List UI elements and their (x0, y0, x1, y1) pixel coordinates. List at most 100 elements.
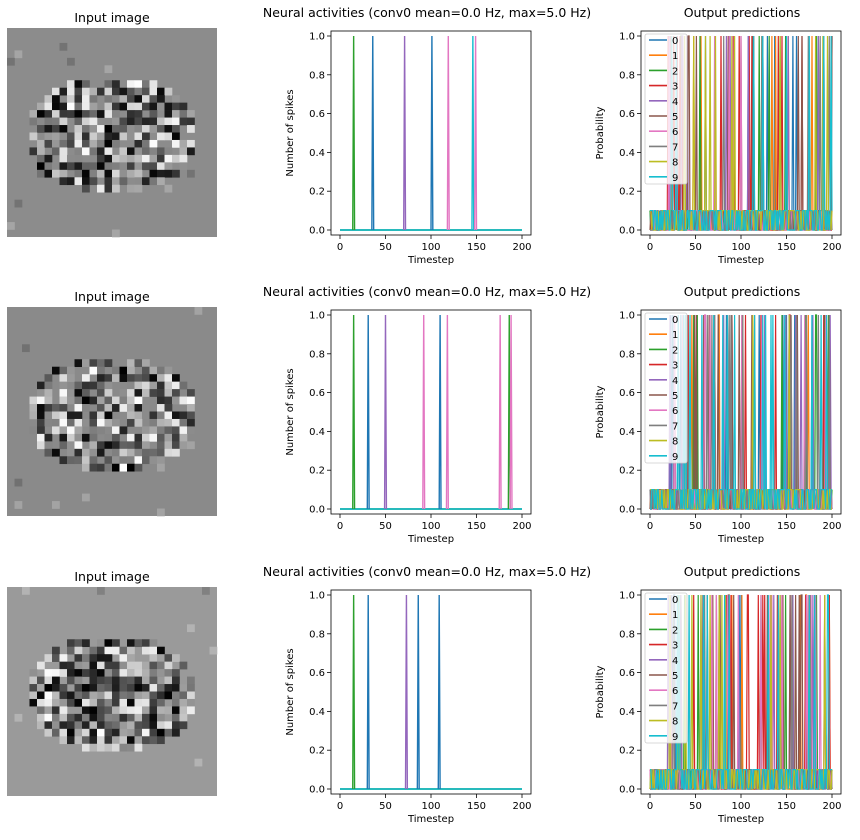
input-image-pixel (97, 374, 105, 382)
input-image-pixel (134, 132, 143, 141)
input-image-pixel (82, 698, 90, 707)
input-image-pixel (89, 676, 98, 685)
input-image-pixel (29, 117, 38, 126)
input-image-pixel (179, 706, 188, 715)
input-image-pixel (52, 706, 60, 715)
input-image-pixel (157, 102, 165, 111)
input-image-pixel (202, 587, 210, 595)
input-image-pixel (164, 381, 173, 390)
input-image-pixel (22, 587, 30, 595)
input-image-pixel (59, 426, 68, 435)
input-image-pixel (157, 698, 165, 707)
input-image-pixel (37, 661, 45, 670)
input-image-pixel (142, 646, 150, 655)
input-image-pixel (127, 381, 135, 390)
input-image-pixel (59, 117, 68, 126)
input-image-pixel (89, 661, 98, 670)
input-image-pixel (142, 426, 150, 435)
input-image-pixel (82, 404, 90, 412)
input-image-pixel (112, 132, 120, 141)
input-image-pixel (67, 456, 75, 465)
input-image-pixel (97, 713, 105, 722)
input-image-pixel (104, 125, 113, 133)
input-image-pixel (149, 698, 158, 707)
input-image-pixel (44, 691, 53, 700)
input-image-pixel (157, 147, 165, 156)
prediction-xtick-label: 0 (647, 242, 653, 253)
input-image-pixel (74, 676, 83, 685)
prediction-ytick-label: 0.8 (619, 70, 635, 81)
input-image-pixel (172, 426, 180, 435)
input-image-pixel (59, 87, 68, 96)
activity-xtick-label: 50 (379, 521, 392, 532)
input-image-pixel (179, 139, 188, 148)
input-image-pixel (179, 713, 188, 722)
input-image-pixel (172, 669, 180, 677)
input-image-pixel (127, 669, 135, 677)
input-image-pixel (104, 646, 113, 655)
prediction-ytick-label: 0.2 (619, 466, 635, 477)
input-image-pixel (119, 669, 128, 677)
input-image-pixel (59, 139, 68, 148)
input-image-pixel (172, 374, 180, 382)
input-image-pixel (127, 456, 135, 465)
activity-xtick-label: 100 (421, 521, 440, 532)
input-image-pixel (112, 706, 120, 715)
input-image-title: Input image (74, 10, 150, 25)
activity-spike (366, 594, 370, 790)
input-image-pixel (157, 654, 165, 662)
input-image-pixel (89, 743, 98, 752)
input-image-pixel (179, 661, 188, 670)
input-image-pixel (134, 728, 143, 737)
input-image-pixel (127, 359, 135, 368)
input-image-pixel (104, 654, 113, 662)
input-image-pixel (119, 117, 128, 126)
activity-ytick-label: 0.0 (309, 226, 325, 237)
activity-spike (498, 314, 502, 510)
input-image-pixel (164, 654, 173, 662)
activity-ytick-label: 0.2 (309, 466, 325, 477)
input-image-pixel (112, 456, 120, 465)
input-image-pixel (157, 366, 165, 375)
input-image-pixel (29, 404, 38, 412)
input-image-pixel (172, 139, 180, 148)
input-image-pixel (172, 691, 180, 700)
prediction-ytick-label: 0.2 (619, 187, 635, 198)
input-image-pixel (97, 587, 105, 595)
input-image-pixel (179, 154, 188, 163)
prediction-series-9 (650, 314, 832, 510)
input-image-pixel (194, 758, 203, 767)
input-image-pixel (187, 441, 195, 450)
input-image-pixel (104, 154, 113, 163)
input-image-pixel (149, 456, 158, 465)
input-image-pixel (164, 162, 173, 171)
input-image-pixel (67, 132, 75, 141)
input-image-pixel (119, 463, 128, 472)
input-image-pixel (149, 95, 158, 103)
input-image-pixel (112, 404, 120, 412)
input-image-pixel (97, 381, 105, 390)
input-image-pixel (97, 139, 105, 148)
input-image-pixel (74, 691, 83, 700)
prediction-series-9 (650, 35, 833, 231)
input-image-pixel (59, 706, 68, 715)
legend-label: 3 (672, 641, 678, 652)
input-image-pixel (37, 441, 45, 450)
legend-label: 6 (672, 406, 678, 417)
input-image-pixel (104, 639, 113, 648)
input-image-pixel (82, 87, 90, 96)
input-image-pixel (104, 411, 113, 420)
input-image-pixel (187, 125, 195, 133)
input-image-pixel (67, 433, 75, 442)
input-image-pixel (157, 706, 165, 715)
input-image-pixel (127, 374, 135, 382)
input-image-pixel (104, 162, 113, 171)
input-image-pixel (29, 698, 38, 707)
input-image-pixel (52, 169, 60, 178)
input-image-pixel (89, 87, 98, 96)
input-image-pixel (52, 147, 60, 156)
input-image-pixel (119, 95, 128, 103)
input-image-pixel (112, 374, 120, 382)
legend-label: 1 (672, 610, 678, 621)
input-image-pixel (37, 433, 45, 442)
